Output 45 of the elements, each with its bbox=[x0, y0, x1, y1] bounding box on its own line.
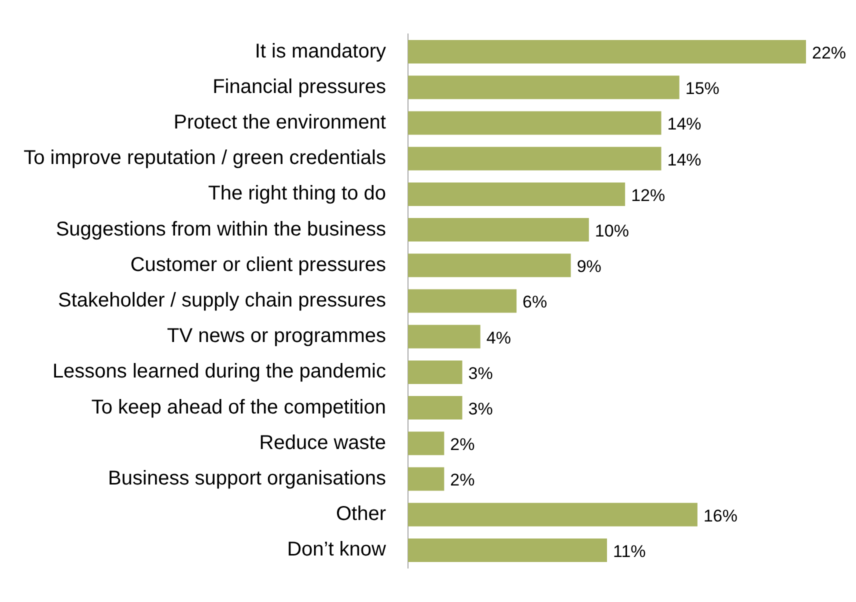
data-label: 10% bbox=[594, 221, 629, 240]
bar bbox=[408, 254, 571, 278]
y-tick-label: Customer or client pressures bbox=[130, 254, 386, 276]
data-label: 22% bbox=[812, 43, 846, 62]
y-tick-label: To keep ahead of the competition bbox=[91, 396, 386, 418]
data-label: 14% bbox=[667, 150, 702, 170]
data-label: 15% bbox=[685, 79, 720, 98]
y-tick-label: Don’t know bbox=[287, 538, 387, 561]
bar bbox=[408, 360, 462, 384]
bar bbox=[408, 182, 626, 206]
data-label: 16% bbox=[703, 506, 738, 526]
data-label: 11% bbox=[613, 542, 646, 561]
data-label: 3% bbox=[468, 399, 493, 418]
data-label: 2% bbox=[450, 470, 475, 490]
bar bbox=[408, 467, 444, 491]
bar bbox=[408, 396, 462, 420]
data-label: 14% bbox=[667, 114, 702, 134]
y-tick-label: Protect the environment bbox=[174, 112, 386, 134]
bar bbox=[408, 146, 662, 170]
data-label: 4% bbox=[486, 328, 511, 348]
y-tick-label: TV news or programmes bbox=[167, 325, 386, 348]
y-tick-label: It is mandatory bbox=[254, 40, 386, 62]
bar bbox=[408, 289, 517, 313]
y-tick-label: Financial pressures bbox=[212, 76, 386, 98]
bar bbox=[408, 40, 806, 64]
y-tick-label: Business support organisations bbox=[108, 468, 386, 490]
bar bbox=[408, 218, 589, 242]
y-tick-label: To improve reputation / green credentials bbox=[24, 147, 386, 170]
bar bbox=[408, 111, 662, 135]
data-label: 9% bbox=[576, 257, 602, 276]
data-label: 3% bbox=[468, 364, 493, 383]
bar bbox=[408, 432, 444, 456]
y-tick-label: Reduce waste bbox=[259, 432, 386, 454]
data-label: 2% bbox=[450, 435, 475, 454]
bar bbox=[408, 502, 698, 526]
data-label: 6% bbox=[522, 292, 548, 312]
y-tick-label: Suggestions from within the business bbox=[56, 218, 386, 240]
data-label: 12% bbox=[631, 186, 666, 205]
y-tick-label: Lessons learned during the pandemic bbox=[52, 360, 386, 383]
y-tick-label: Other bbox=[336, 503, 386, 526]
bar bbox=[408, 538, 607, 562]
y-tick-label: Stakeholder / supply chain pressures bbox=[58, 290, 386, 312]
bar bbox=[408, 76, 680, 100]
y-tick-label: The right thing to do bbox=[208, 182, 386, 205]
bar bbox=[408, 324, 480, 348]
